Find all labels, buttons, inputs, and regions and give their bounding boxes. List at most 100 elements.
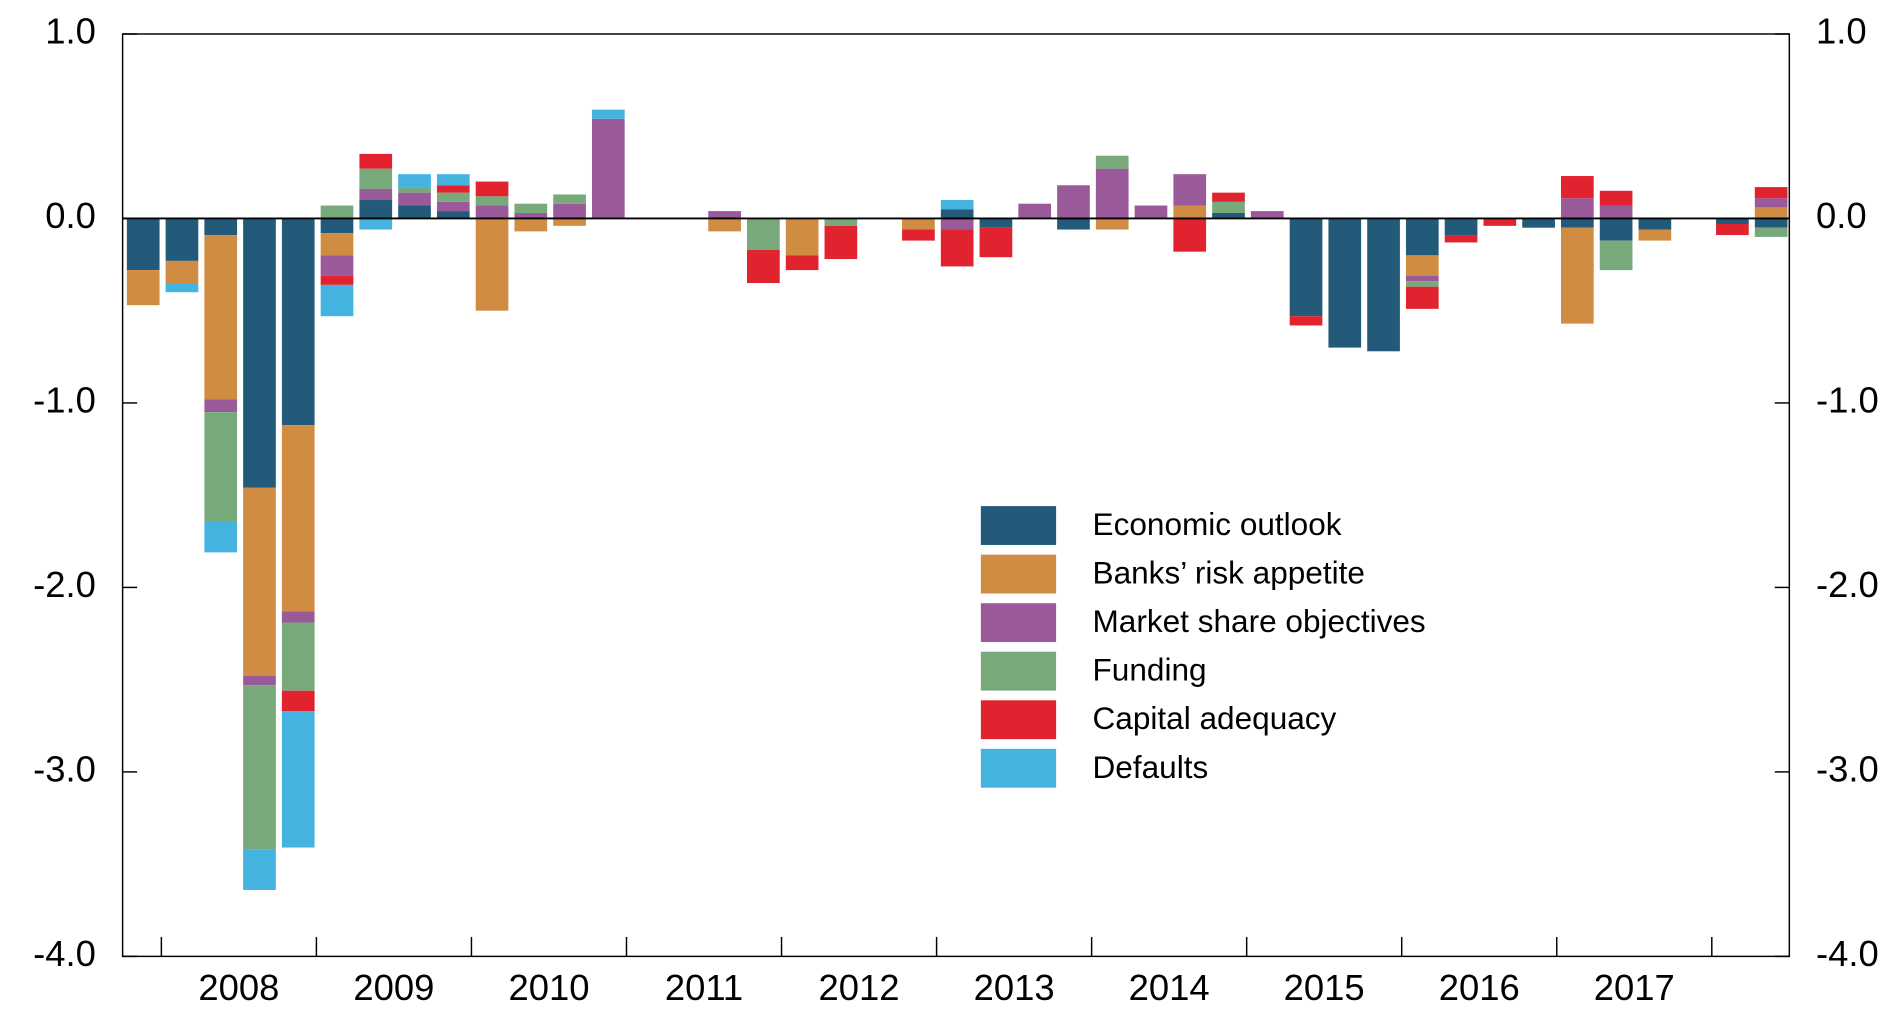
legend-label: Banks’ risk appetite (1093, 555, 1365, 591)
bar-segment (243, 675, 276, 686)
legend-swatch (980, 506, 1057, 545)
bar-segment (126, 218, 160, 271)
bar-segment (1638, 229, 1672, 241)
bar-segment (1561, 176, 1594, 199)
bar-segment (553, 194, 586, 204)
bar-segment (1289, 218, 1323, 317)
bar-segment (591, 109, 625, 119)
bar-segment (436, 174, 470, 186)
bar-segment (281, 218, 315, 426)
bar-segment (1134, 205, 1168, 219)
bar-segment (398, 187, 431, 193)
bar-segment (1599, 240, 1633, 271)
bar-segment (514, 212, 548, 219)
bar-segment (436, 192, 470, 202)
y2-tick-label: -3.0 (1816, 749, 1879, 790)
bar-segment (1522, 218, 1555, 228)
bar-segment (940, 229, 974, 267)
bar-segment (785, 255, 819, 271)
bar-segment (1716, 223, 1749, 236)
bar-segment (281, 711, 315, 848)
bar-segment (979, 218, 1013, 228)
bar-segment (436, 201, 470, 212)
bar-segment (475, 205, 509, 219)
y-tick-label: 1.0 (45, 11, 96, 52)
bar-segment (1561, 218, 1594, 228)
bar-segment (1754, 187, 1788, 199)
bar-segment (1754, 218, 1788, 228)
bar-segment (320, 233, 354, 256)
bar-segment (1405, 286, 1439, 309)
bar-segment (1095, 155, 1129, 169)
bar-segment (281, 611, 315, 623)
bar-segment (475, 196, 509, 206)
bar-segment (1250, 211, 1284, 219)
y2-tick-label: 1.0 (1816, 11, 1867, 52)
bar-segment (359, 200, 393, 219)
bar-segment (359, 168, 393, 189)
bar-segment (1095, 218, 1129, 230)
bar-segment (398, 205, 431, 219)
x-group-label: 2014 (1129, 967, 1210, 1008)
y-tick-label: -1.0 (33, 380, 96, 421)
bar-segment (1444, 235, 1478, 243)
bar-segment (1328, 218, 1362, 348)
bar-segment (1561, 227, 1594, 324)
bar-segment (475, 218, 509, 311)
bar-segment (243, 218, 276, 488)
bar-segment (436, 185, 470, 193)
bar-segment (204, 521, 238, 553)
bar-segment (1754, 227, 1788, 237)
bar-segment (902, 218, 935, 230)
x-group-label: 2010 (508, 967, 589, 1008)
legend-swatch (980, 748, 1057, 788)
bar-segment (1405, 275, 1439, 282)
bar-segment (1212, 212, 1245, 219)
bar-segment (359, 218, 393, 230)
bar-segment (1444, 218, 1478, 236)
bar-segment (243, 849, 276, 890)
x-group-label: 2015 (1284, 967, 1365, 1008)
bar-segment (747, 249, 780, 284)
x-group-label: 2009 (353, 967, 434, 1008)
legend-swatch (980, 554, 1057, 594)
legend-swatch (980, 700, 1057, 740)
bar-segment (398, 174, 431, 188)
bar-segment (553, 203, 586, 219)
bar-segment (1561, 198, 1594, 219)
bar-segment (436, 211, 470, 219)
bar-segment (359, 188, 393, 201)
x-group-label: 2011 (665, 967, 743, 1008)
bar-segment (902, 229, 935, 241)
bar-segment (1599, 190, 1633, 206)
legend-label: Capital adequacy (1093, 700, 1337, 736)
bar-segment (320, 275, 354, 285)
bar-segment (940, 209, 974, 219)
x-group-label: 2008 (198, 967, 279, 1008)
x-group-label: 2013 (974, 967, 1055, 1008)
y2-tick-label: 0.0 (1816, 195, 1867, 236)
bar-segment (1095, 168, 1129, 219)
bar-segment (204, 412, 238, 522)
bar-segment (398, 192, 431, 206)
bar-segment (824, 218, 858, 226)
bar-segment (1173, 205, 1207, 219)
y-tick-label: -4.0 (33, 933, 96, 974)
bar-segment (204, 218, 238, 236)
bar-segment (1367, 218, 1400, 352)
legend-label: Market share objectives (1093, 603, 1426, 639)
bar-segment (1405, 255, 1439, 276)
bar-segment (320, 218, 354, 234)
bar-segment (1173, 218, 1207, 252)
bar-segment (1483, 218, 1517, 226)
bar-segment (1212, 192, 1245, 202)
bar-segment (1057, 185, 1090, 219)
y2-tick-label: -2.0 (1816, 564, 1879, 605)
bar-segment (514, 218, 548, 232)
bar-segment (940, 200, 974, 210)
bar-segment (165, 218, 199, 261)
bar-segment (320, 205, 354, 219)
bar-segment (979, 227, 1013, 258)
y-tick-label: 0.0 (45, 195, 96, 236)
bar-segment (281, 425, 315, 612)
